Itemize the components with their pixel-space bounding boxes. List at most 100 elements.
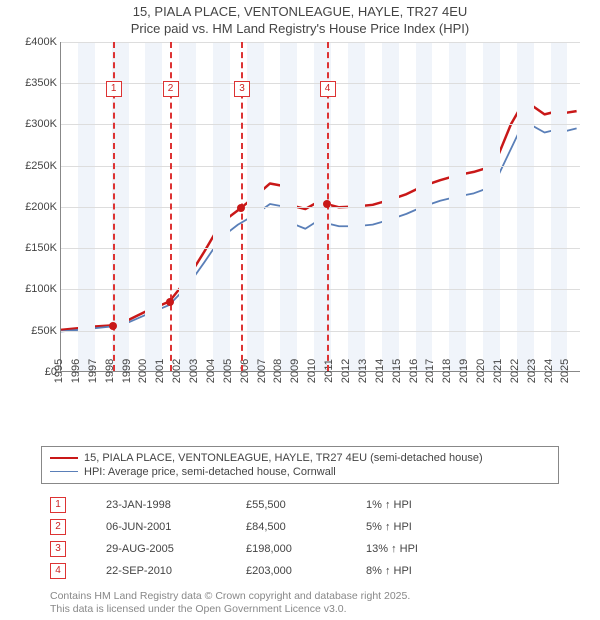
x-tick-label: 2014 [370, 359, 386, 383]
y-tick-label: £200K [25, 201, 61, 213]
legend: 15, PIALA PLACE, VENTONLEAGUE, HAYLE, TR… [41, 446, 559, 484]
x-tick [280, 372, 281, 376]
y-tick-label: £50K [31, 325, 61, 337]
sales-delta: 13% ↑ HPI [366, 543, 550, 555]
x-tick-label: 1996 [66, 359, 82, 383]
sales-price: £55,500 [246, 499, 366, 511]
x-tick [551, 372, 552, 376]
x-tick [129, 372, 130, 376]
legend-label: 15, PIALA PLACE, VENTONLEAGUE, HAYLE, TR… [84, 452, 483, 464]
footer-line-2: This data is licensed under the Open Gov… [50, 603, 347, 615]
x-tick [95, 372, 96, 376]
chart-area: £0£50K£100K£150K£200K£250K£300K£350K£400… [20, 42, 580, 412]
sale-dot [323, 200, 331, 208]
x-tick [61, 372, 62, 376]
gridline [61, 166, 580, 167]
x-tick [162, 372, 163, 376]
x-tick-label: 2009 [285, 359, 301, 383]
gridline [61, 289, 580, 290]
x-tick [247, 372, 248, 376]
title-line-1: 15, PIALA PLACE, VENTONLEAGUE, HAYLE, TR… [133, 4, 468, 19]
x-tick-label: 2001 [150, 359, 166, 383]
x-tick-label: 2007 [251, 359, 267, 383]
sales-price: £198,000 [246, 543, 366, 555]
x-tick-label: 2005 [218, 359, 234, 383]
x-tick-label: 2020 [471, 359, 487, 383]
x-tick [382, 372, 383, 376]
sales-date: 06-JUN-2001 [106, 521, 246, 533]
sales-row: 422-SEP-2010£203,0008% ↑ HPI [50, 560, 550, 582]
y-tick-label: £400K [25, 36, 61, 48]
sales-index-box: 1 [50, 497, 66, 513]
gridline [61, 248, 580, 249]
sale-marker-box: 4 [320, 81, 336, 97]
x-tick [517, 372, 518, 376]
gridline [61, 42, 580, 43]
x-tick-label: 2017 [420, 359, 436, 383]
x-tick [179, 372, 180, 376]
x-tick-label: 2024 [538, 359, 554, 383]
x-tick [297, 372, 298, 376]
x-tick [449, 372, 450, 376]
x-tick [365, 372, 366, 376]
legend-swatch [50, 457, 78, 459]
x-tick-label: 1997 [83, 359, 99, 383]
x-tick-label: 2012 [336, 359, 352, 383]
x-tick [500, 372, 501, 376]
sales-row: 206-JUN-2001£84,5005% ↑ HPI [50, 516, 550, 538]
sales-index-box: 3 [50, 541, 66, 557]
sales-delta: 5% ↑ HPI [366, 521, 550, 533]
x-tick-label: 2016 [403, 359, 419, 383]
legend-row: HPI: Average price, semi-detached house,… [50, 465, 550, 479]
x-tick-label: 2004 [201, 359, 217, 383]
y-tick-label: £300K [25, 118, 61, 130]
x-tick [466, 372, 467, 376]
x-tick [348, 372, 349, 376]
x-tick-label: 2019 [454, 359, 470, 383]
y-tick-label: £150K [25, 242, 61, 254]
sales-date: 23-JAN-1998 [106, 499, 246, 511]
footer-attribution: Contains HM Land Registry data © Crown c… [50, 590, 550, 617]
x-tick-label: 2021 [488, 359, 504, 383]
x-tick-label: 1995 [49, 359, 65, 383]
legend-row: 15, PIALA PLACE, VENTONLEAGUE, HAYLE, TR… [50, 451, 550, 465]
sales-index-box: 2 [50, 519, 66, 535]
x-tick-label: 2008 [268, 359, 284, 383]
sales-date: 22-SEP-2010 [106, 565, 246, 577]
footer-line-1: Contains HM Land Registry data © Crown c… [50, 590, 410, 602]
sales-delta: 8% ↑ HPI [366, 565, 550, 577]
x-tick [78, 372, 79, 376]
sale-marker-box: 1 [106, 81, 122, 97]
y-tick-label: £100K [25, 283, 61, 295]
gridline [61, 331, 580, 332]
y-tick-label: £250K [25, 160, 61, 172]
plot-region: £0£50K£100K£150K£200K£250K£300K£350K£400… [60, 42, 580, 372]
sales-price: £203,000 [246, 565, 366, 577]
x-tick [230, 372, 231, 376]
x-tick-label: 2023 [521, 359, 537, 383]
sale-marker-box: 2 [163, 81, 179, 97]
x-tick [567, 372, 568, 376]
x-tick-label: 2010 [302, 359, 318, 383]
gridline [61, 124, 580, 125]
sale-dot [237, 204, 245, 212]
sales-date: 29-AUG-2005 [106, 543, 246, 555]
sales-delta: 1% ↑ HPI [366, 499, 550, 511]
x-tick-label: 2003 [184, 359, 200, 383]
sales-row: 1 23-JAN-1998£55,5001% ↑ HPI [50, 494, 550, 516]
sale-dot [109, 322, 117, 330]
x-tick [314, 372, 315, 376]
sales-row: 3 29-AUG-2005£198,00013% ↑ HPI [50, 538, 550, 560]
x-tick [416, 372, 417, 376]
x-tick [432, 372, 433, 376]
gridline [61, 207, 580, 208]
sale-dot [166, 298, 174, 306]
x-tick [112, 372, 113, 376]
y-tick-label: £350K [25, 77, 61, 89]
x-tick-label: 2013 [353, 359, 369, 383]
x-tick [399, 372, 400, 376]
chart-title: 15, PIALA PLACE, VENTONLEAGUE, HAYLE, TR… [0, 0, 600, 38]
x-tick [331, 372, 332, 376]
x-tick [264, 372, 265, 376]
x-tick-label: 2000 [133, 359, 149, 383]
